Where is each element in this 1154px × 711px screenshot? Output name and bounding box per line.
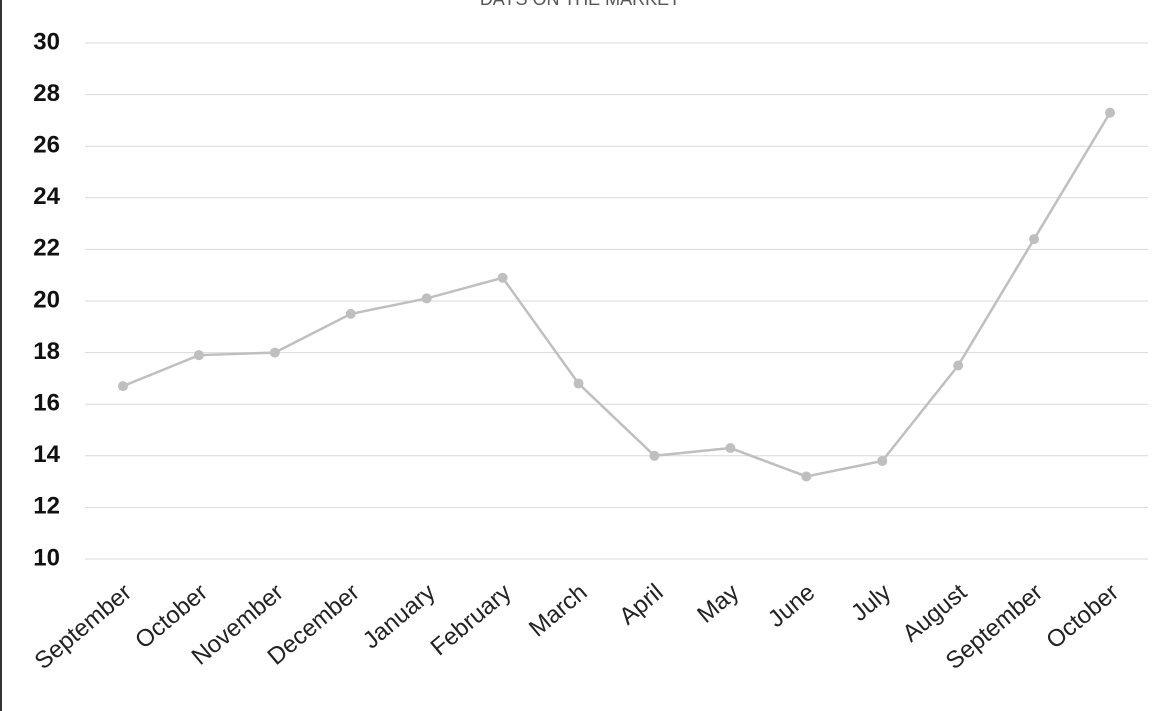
point <box>497 272 508 283</box>
x-tick-label: February <box>426 579 517 661</box>
line <box>122 112 1112 478</box>
point <box>421 293 432 304</box>
y-tick-label: 26 <box>33 132 60 159</box>
y-tick-label: 14 <box>33 441 60 468</box>
point <box>725 443 736 454</box>
y-tick-label: 24 <box>33 183 60 210</box>
point <box>953 360 964 371</box>
x-tick-label: May <box>692 579 744 629</box>
point <box>877 455 888 466</box>
x-tick-label: June <box>763 579 820 633</box>
y-tick-label: 30 <box>33 28 60 55</box>
y-tick-label: 20 <box>33 286 60 313</box>
y-tick-label: 16 <box>33 390 60 417</box>
x-tick-label: April <box>614 579 668 631</box>
point <box>269 347 280 358</box>
x-tick-label: March <box>524 579 592 643</box>
y-tick-label: 28 <box>33 80 60 107</box>
point <box>801 471 812 482</box>
y-tick-label: 18 <box>33 338 60 365</box>
point <box>573 378 584 389</box>
x-tick-label: July <box>846 579 896 627</box>
x-tick-label: October <box>1041 579 1124 655</box>
chart-title: DAYS ON THE MARKET <box>480 0 680 9</box>
point <box>1105 107 1116 118</box>
point <box>1029 234 1040 245</box>
point <box>117 381 128 392</box>
point <box>649 450 660 461</box>
point <box>345 308 356 319</box>
y-tick-label: 22 <box>33 235 60 262</box>
point <box>193 350 204 361</box>
x-tick-label: September <box>30 579 137 675</box>
y-tick-label: 10 <box>33 544 60 571</box>
y-tick-label: 12 <box>33 493 60 520</box>
